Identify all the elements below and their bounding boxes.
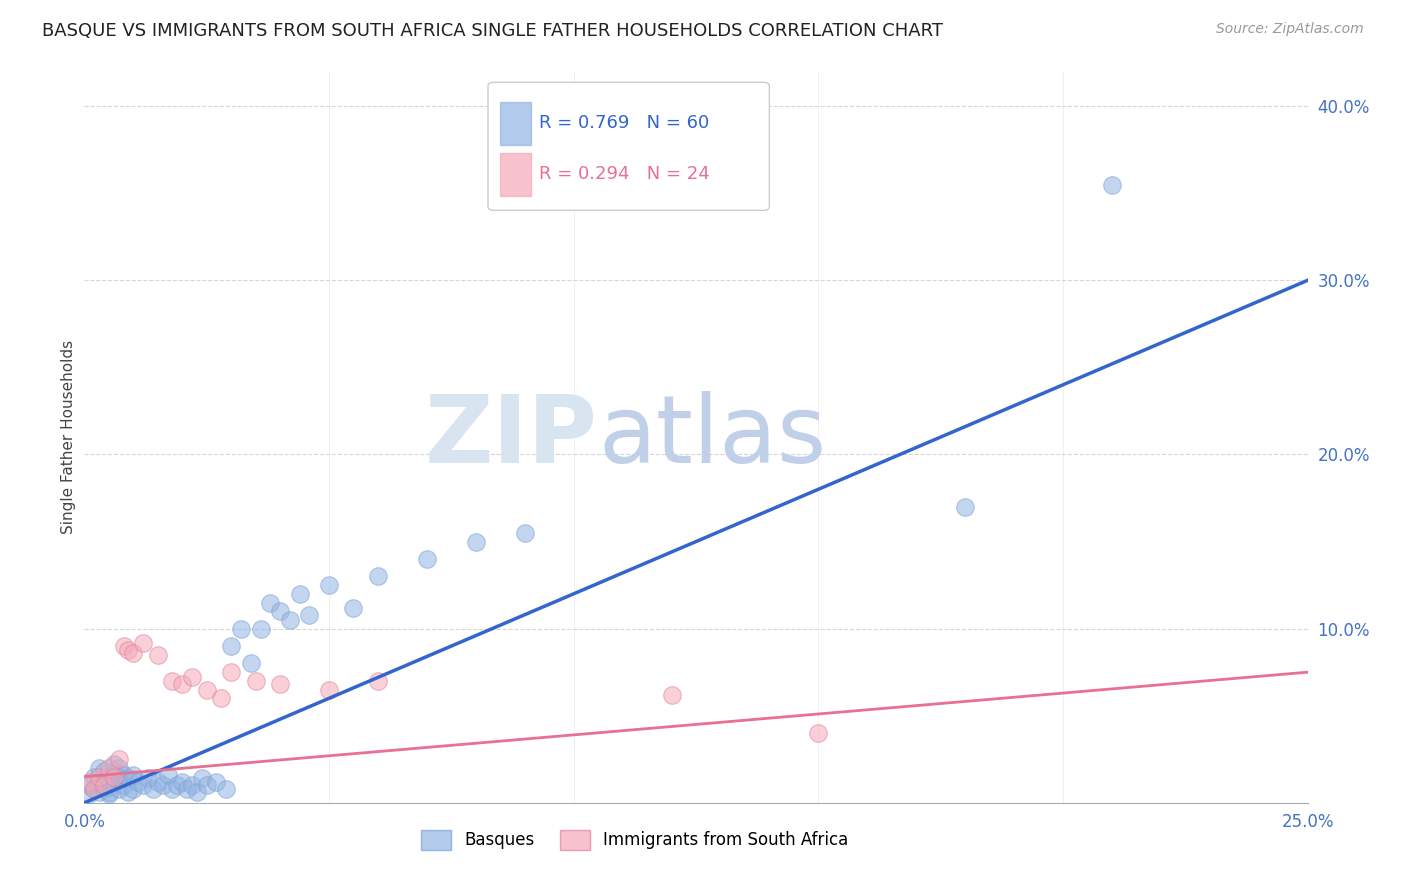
Point [195, 682, 218, 697]
Point [416, 552, 439, 566]
Point [162, 673, 184, 688]
Point [176, 781, 198, 796]
Point [107, 761, 129, 775]
Point [162, 781, 184, 796]
Point [269, 677, 291, 691]
Point [103, 775, 125, 789]
Point [93, 778, 115, 792]
Text: R = 0.294   N = 24: R = 0.294 N = 24 [540, 166, 710, 184]
Point [181, 778, 204, 792]
Point [122, 768, 145, 782]
Point [93, 778, 115, 792]
Point [97, 785, 120, 799]
Point [112, 778, 135, 792]
Point [77, 787, 100, 801]
Point [112, 768, 135, 782]
Point [288, 587, 311, 601]
Point [1101, 178, 1123, 192]
Point [127, 775, 149, 789]
Point [87, 761, 110, 775]
Point [107, 752, 129, 766]
Point [122, 646, 145, 660]
Text: atlas: atlas [598, 391, 827, 483]
Point [229, 622, 252, 636]
Text: Source: ZipAtlas.com: Source: ZipAtlas.com [1216, 22, 1364, 37]
Point [83, 781, 105, 796]
Point [97, 787, 120, 801]
Point [83, 770, 105, 784]
Point [87, 770, 110, 784]
Point [278, 613, 301, 627]
Point [219, 639, 242, 653]
Bar [501, 153, 531, 195]
Point [245, 673, 267, 688]
Point [122, 781, 145, 796]
Point [191, 772, 214, 786]
Point [953, 500, 976, 514]
Point [107, 781, 129, 796]
Point [367, 673, 389, 688]
Point [195, 778, 218, 792]
Y-axis label: Single Father Households: Single Father Households [60, 340, 76, 534]
Point [103, 770, 125, 784]
Point [132, 635, 155, 649]
Point [146, 648, 169, 662]
Point [298, 607, 321, 622]
Point [156, 768, 179, 782]
Point [661, 688, 683, 702]
Point [249, 622, 271, 636]
Point [215, 781, 238, 796]
Bar [501, 102, 531, 145]
Text: R = 0.769   N = 60: R = 0.769 N = 60 [540, 114, 710, 132]
Point [367, 569, 389, 583]
Point [97, 761, 120, 775]
Point [318, 578, 340, 592]
Point [172, 775, 194, 789]
Point [269, 604, 291, 618]
Point [146, 775, 169, 789]
Text: ZIP: ZIP [425, 391, 598, 483]
Point [87, 775, 110, 789]
Point [107, 772, 129, 786]
Point [186, 785, 208, 799]
Point [117, 642, 139, 657]
Point [142, 781, 165, 796]
Point [103, 757, 125, 772]
Point [513, 525, 536, 540]
Point [103, 764, 125, 779]
Point [807, 726, 830, 740]
Point [117, 785, 139, 799]
Point [205, 775, 228, 789]
Point [132, 778, 155, 792]
Point [83, 781, 105, 796]
Point [318, 682, 340, 697]
Point [342, 600, 364, 615]
Point [464, 534, 486, 549]
Point [97, 773, 120, 788]
FancyBboxPatch shape [488, 82, 769, 211]
Point [172, 677, 194, 691]
Point [181, 670, 204, 684]
Point [166, 778, 188, 792]
Legend: Basques, Immigrants from South Africa: Basques, Immigrants from South Africa [415, 823, 855, 856]
Point [239, 657, 262, 671]
Text: BASQUE VS IMMIGRANTS FROM SOUTH AFRICA SINGLE FATHER HOUSEHOLDS CORRELATION CHAR: BASQUE VS IMMIGRANTS FROM SOUTH AFRICA S… [42, 22, 943, 40]
Point [209, 691, 232, 706]
Point [77, 775, 100, 789]
Point [87, 785, 110, 799]
Point [152, 778, 174, 792]
Point [219, 665, 242, 680]
Point [259, 595, 281, 609]
Point [93, 764, 115, 779]
Point [77, 778, 100, 792]
Point [136, 772, 159, 786]
Point [97, 780, 120, 794]
Point [93, 781, 115, 796]
Point [112, 639, 135, 653]
Point [117, 772, 139, 786]
